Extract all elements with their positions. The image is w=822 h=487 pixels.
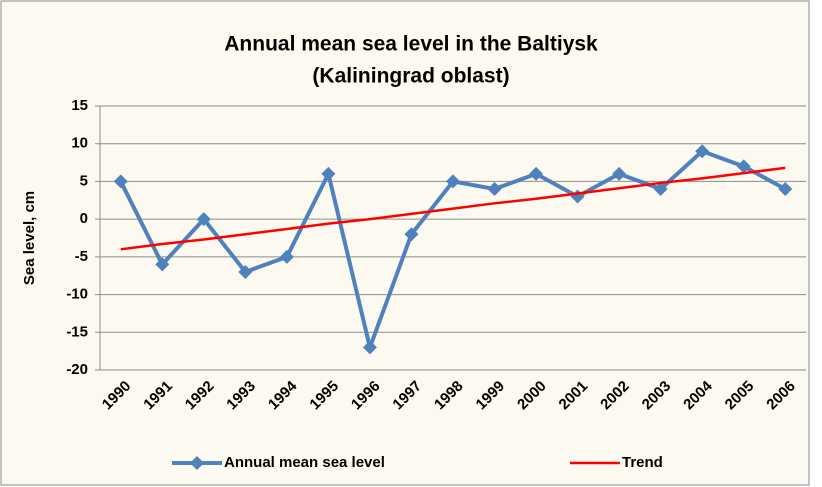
y-tick-label: -20 — [66, 361, 88, 378]
data-point — [321, 166, 336, 181]
data-point — [362, 340, 377, 355]
chart-title: Annual mean sea level in the Baltiysk — [224, 33, 598, 56]
data-point — [612, 166, 627, 181]
y-tick-label: 0 — [80, 210, 88, 227]
legend-label: Annual mean sea level — [224, 454, 385, 471]
data-point — [529, 166, 544, 181]
y-tick-label: 5 — [80, 172, 88, 189]
data-point — [778, 181, 793, 196]
y-tick-label: 15 — [71, 97, 88, 114]
chart-title: (Kaliningrad oblast) — [312, 65, 509, 88]
legend-marker — [190, 456, 204, 470]
data-point — [279, 249, 294, 264]
y-axis-label: Sea level, cm — [21, 191, 38, 285]
y-tick-label: 10 — [71, 135, 88, 152]
y-tick-label: -15 — [66, 323, 88, 340]
data-point — [446, 174, 460, 189]
legend-label: Trend — [622, 454, 663, 471]
data-point — [736, 159, 751, 174]
series-line — [120, 166, 786, 251]
data-point — [653, 181, 668, 196]
y-tick-label: -10 — [66, 286, 88, 303]
data-point — [155, 257, 170, 272]
data-point — [404, 227, 419, 242]
data-point — [487, 181, 502, 196]
y-tick-label: -5 — [75, 248, 88, 265]
data-point — [238, 264, 253, 279]
data-point — [695, 144, 710, 159]
data-point — [196, 212, 211, 227]
data-point — [113, 174, 128, 189]
